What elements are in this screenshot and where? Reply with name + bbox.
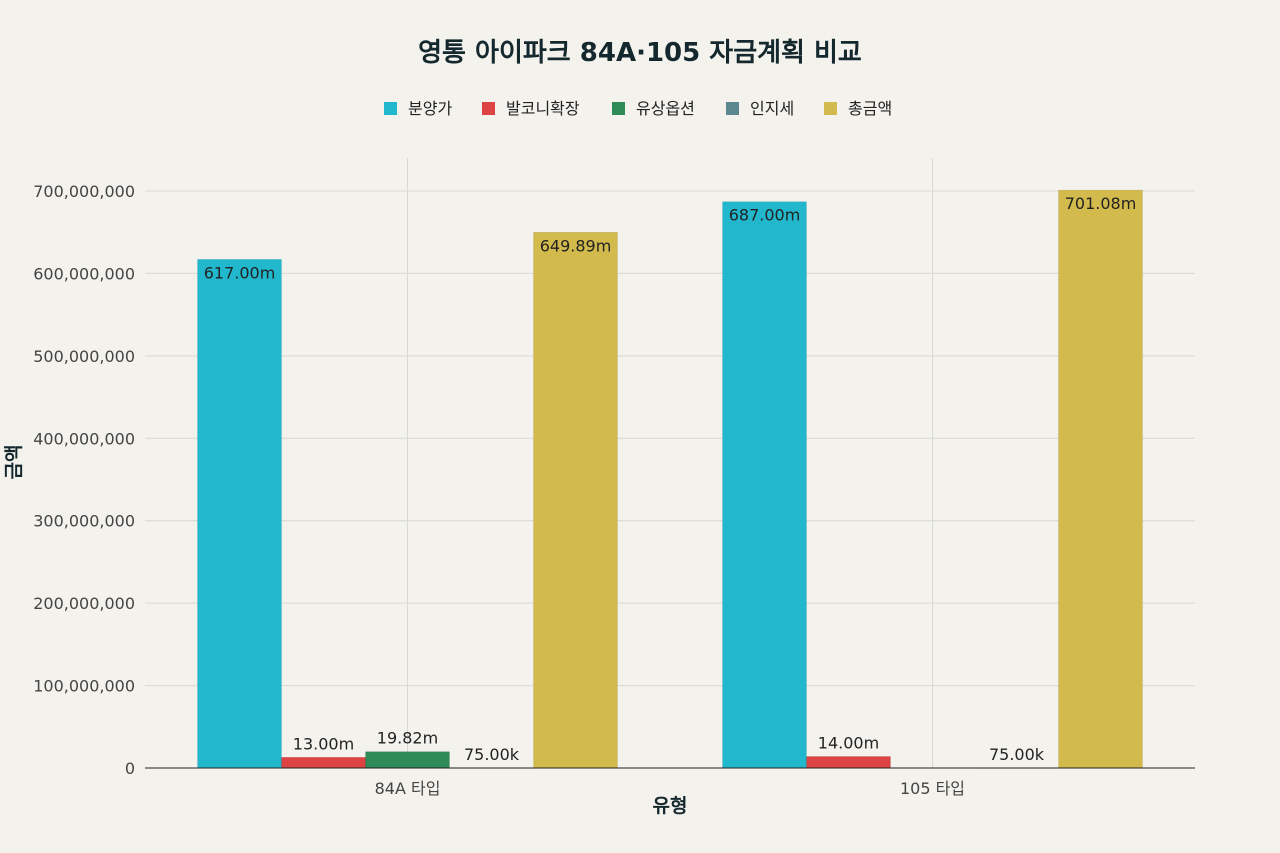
bar [281,757,366,769]
legend-item: 발코니확장 [482,99,580,118]
legend-swatch [482,102,495,115]
legend-label: 총금액 [848,99,892,118]
y-tick-label: 600,000,000 [33,264,135,283]
legend-item: 인지세 [726,99,794,118]
x-axis-title: 유형 [653,795,688,817]
data-label: 687.00m [729,206,801,225]
legend-swatch [726,102,739,115]
data-label: 701.08m [1065,194,1137,213]
data-label: 75.00k [464,745,520,764]
data-label: 13.00m [293,734,354,753]
legend-label: 유상옵션 [636,99,695,118]
chart-title: 영통 아이파크 84A·105 자금계획 비교 [418,38,862,68]
y-tick-label: 700,000,000 [33,182,135,201]
y-tick-label: 0 [125,759,135,778]
data-label: 75.00k [989,745,1045,764]
data-label: 19.82m [377,729,438,748]
bar [365,751,450,769]
legend-swatch [824,102,837,115]
legend: 분양가 발코니확장 유상옵션 인지세 총금액 [384,99,892,118]
y-axis-ticks: 0 100,000,000 200,000,000 300,000,000 400,00… [33,182,135,778]
data-label: 14.00m [818,733,879,752]
x-axis-ticks: 84A 타입 105 타입 [375,779,965,798]
legend-item: 총금액 [824,99,892,118]
gridlines [145,158,1195,768]
legend-item: 유상옵션 [612,99,695,118]
legend-swatch [612,102,625,115]
x-tick-label: 105 타입 [900,779,965,798]
bar [722,201,807,769]
legend-label: 인지세 [750,99,794,118]
y-tick-label: 400,000,000 [33,429,135,448]
legend-label: 분양가 [408,99,452,118]
data-labels: 617.00m 13.00m 19.82m 75.00k 649.89m 687.00m 1… [204,194,1137,764]
bar [533,232,618,769]
y-tick-label: 200,000,000 [33,594,135,613]
y-tick-label: 500,000,000 [33,347,135,366]
legend-swatch [384,102,397,115]
data-label: 649.89m [540,236,612,255]
bar [1058,189,1143,769]
bar [806,756,891,769]
y-tick-label: 100,000,000 [33,677,135,696]
data-label: 617.00m [204,263,276,282]
y-axis-title: 금액 [3,445,25,480]
legend-label: 발코니확장 [506,99,580,118]
bar [197,259,282,769]
y-tick-label: 300,000,000 [33,512,135,531]
bars [197,189,1143,769]
legend-item: 분양가 [384,99,452,118]
x-tick-label: 84A 타입 [375,779,441,798]
